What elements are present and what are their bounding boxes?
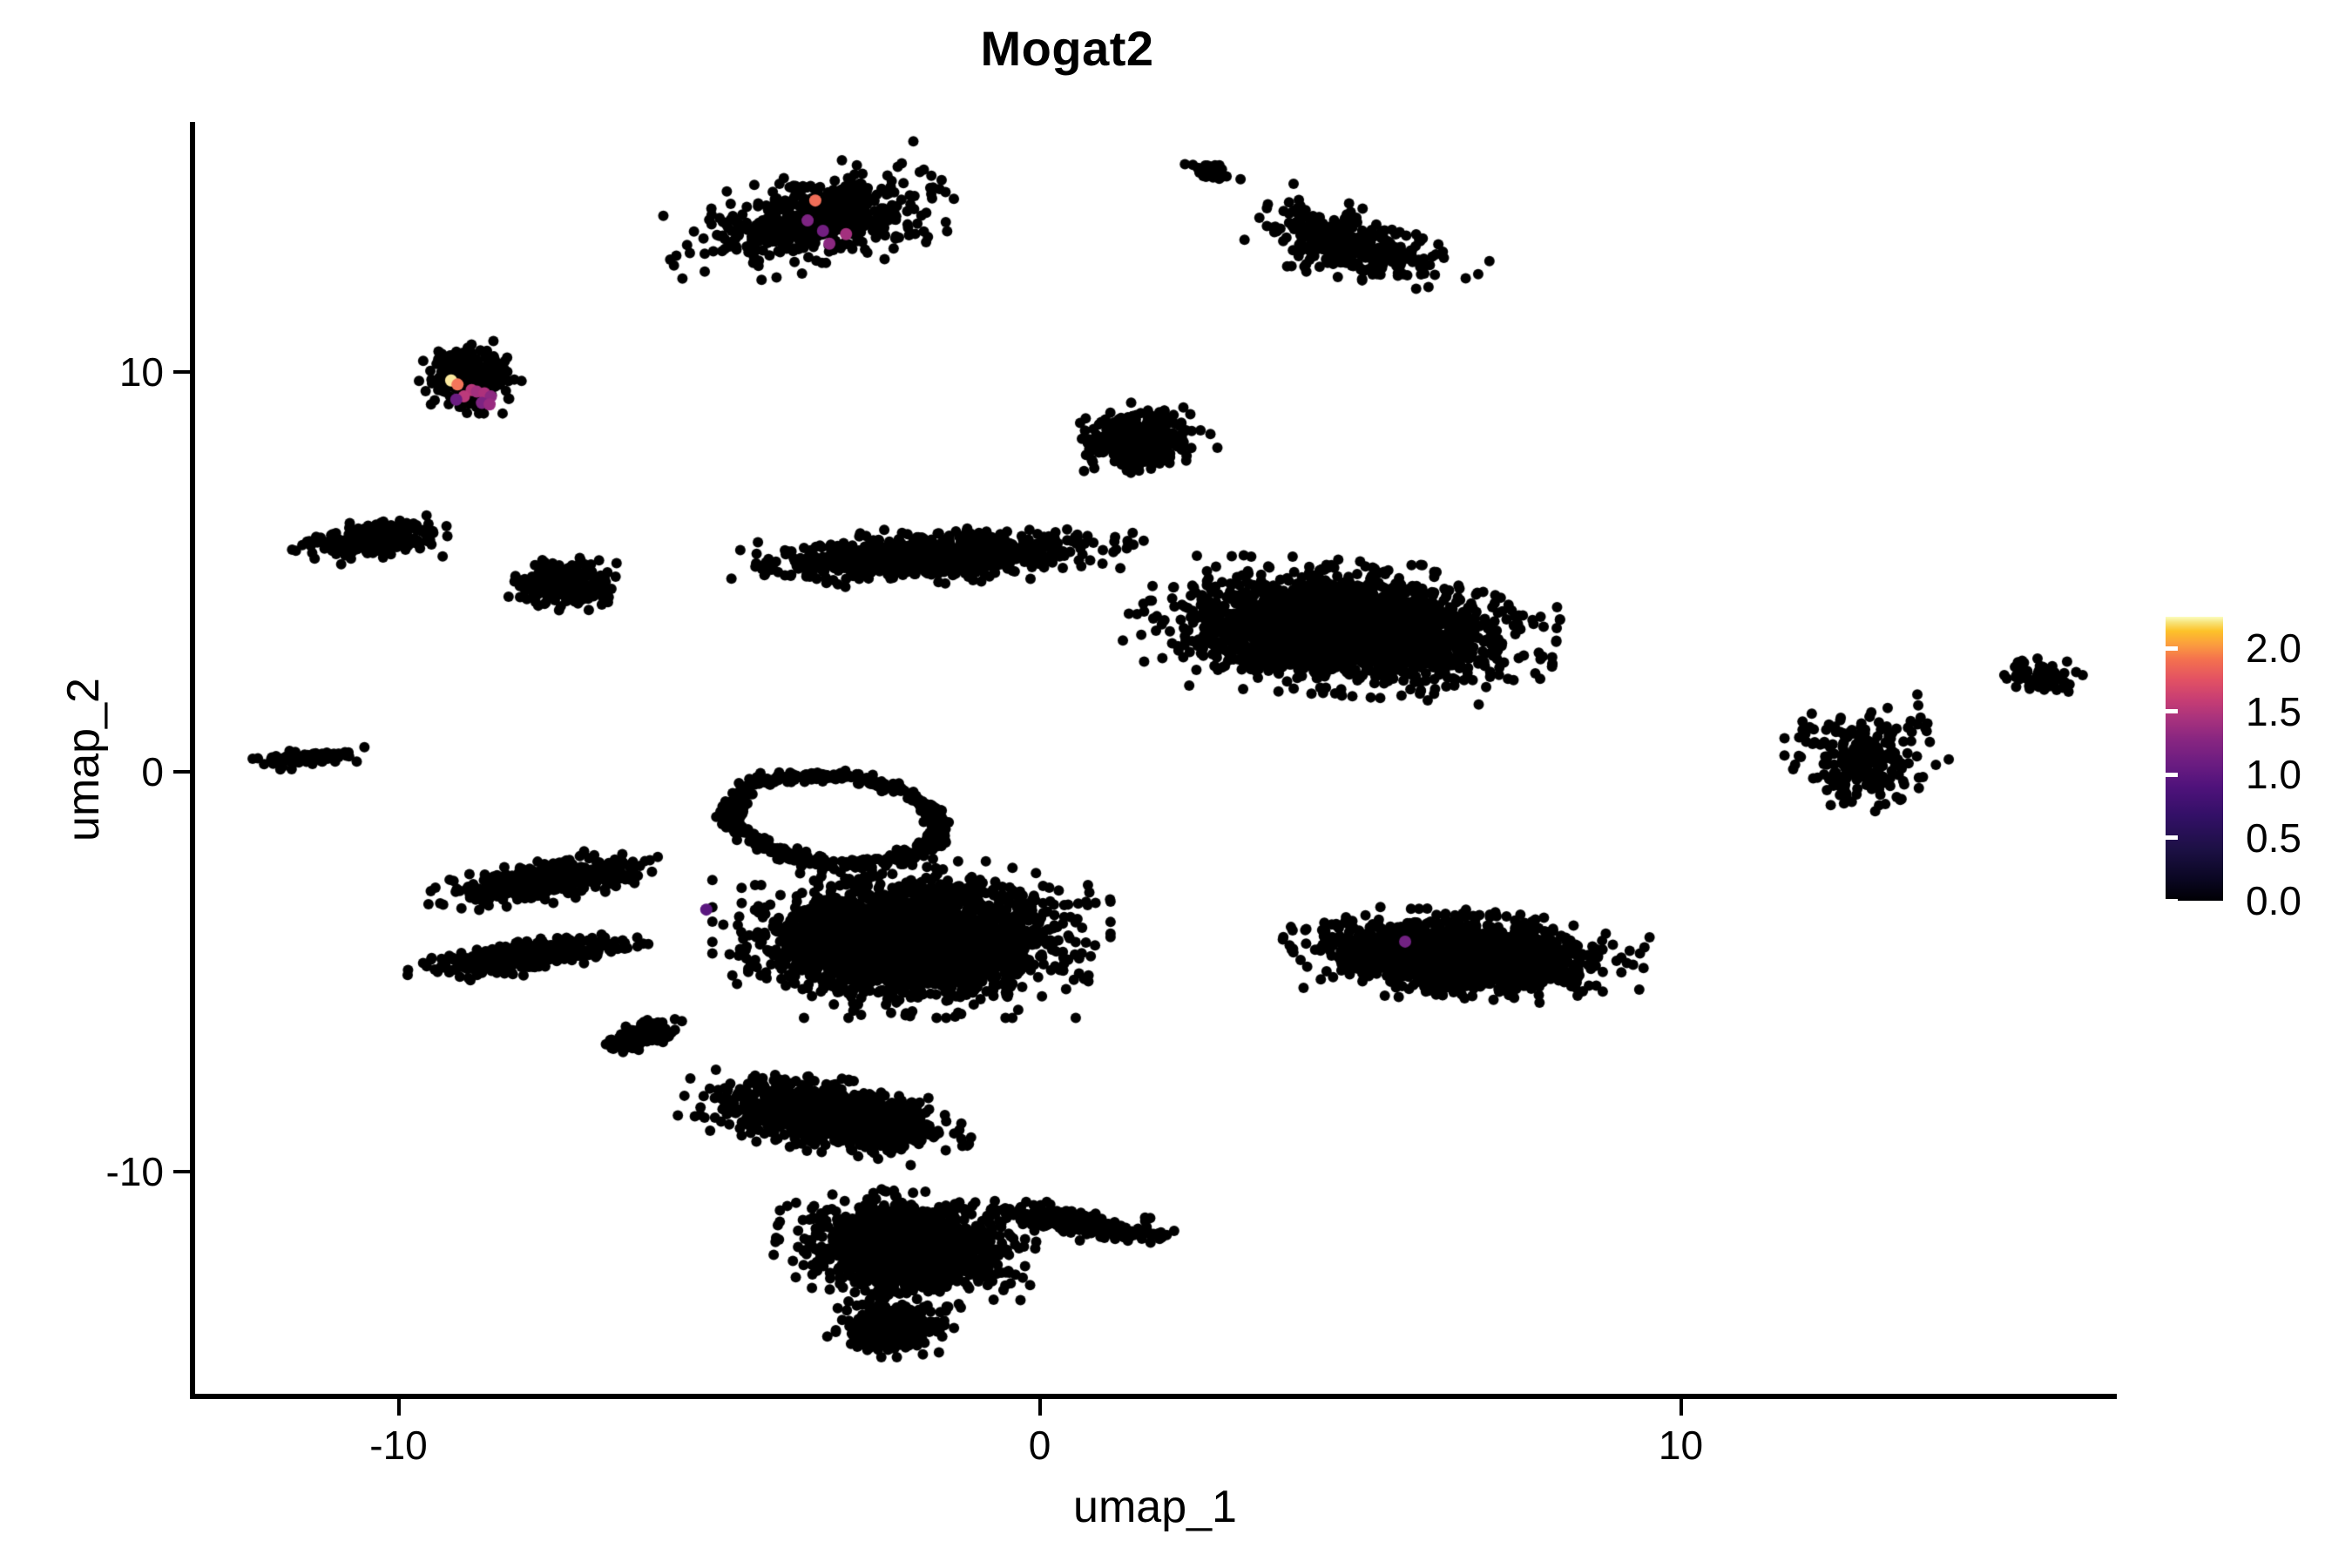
x-axis-line [190,1394,2117,1399]
x-axis-title: umap_1 [1073,1482,1237,1532]
y-axis-line [190,122,195,1399]
colorbar-tick-mark [2319,709,2331,714]
colorbar-tick-mark [2319,898,2331,903]
y-tick-mark [173,769,190,774]
colorbar-tick-mark [2319,772,2331,777]
y-tick-mark [173,1169,190,1173]
colorbar-tick-mark [2166,835,2178,841]
x-tick-mark [396,1399,401,1416]
colorbar-tick-mark [2166,709,2178,714]
colorbar-tick-label: 2.0 [2246,625,2301,672]
y-tick-label: 0 [141,748,164,794]
y-tick-label: -10 [105,1148,164,1194]
x-tick-mark [1037,1399,1042,1416]
colorbar-gradient [2166,617,2223,901]
colorbar-tick-mark [2166,645,2178,651]
colorbar-tick-mark [2319,835,2331,841]
colorbar-tick-mark [2166,772,2178,777]
colorbar-tick-label: 0.0 [2246,878,2301,923]
x-tick-mark [1679,1399,1683,1416]
x-tick-label: 10 [1658,1423,1704,1468]
colorbar-tick-mark [2319,645,2331,651]
y-axis-title: umap_2 [58,678,109,841]
x-tick-label: 0 [1028,1423,1051,1468]
colorbar-tick-label: 0.5 [2246,814,2301,861]
colorbar-tick-mark [2166,898,2178,903]
colorbar-tick-label: 1.5 [2246,688,2301,734]
colorbar-legend: 0.0 0.5 1.0 1.5 2.0 [2166,617,2331,923]
scatter-canvas [193,124,2117,1396]
y-tick-mark [173,369,190,374]
x-tick-label: -10 [369,1423,428,1468]
page-title: Mogat2 [980,21,1154,76]
y-tick-label: 10 [118,348,164,395]
colorbar-tick-label: 1.0 [2246,752,2301,798]
plot-panel [193,124,2117,1396]
